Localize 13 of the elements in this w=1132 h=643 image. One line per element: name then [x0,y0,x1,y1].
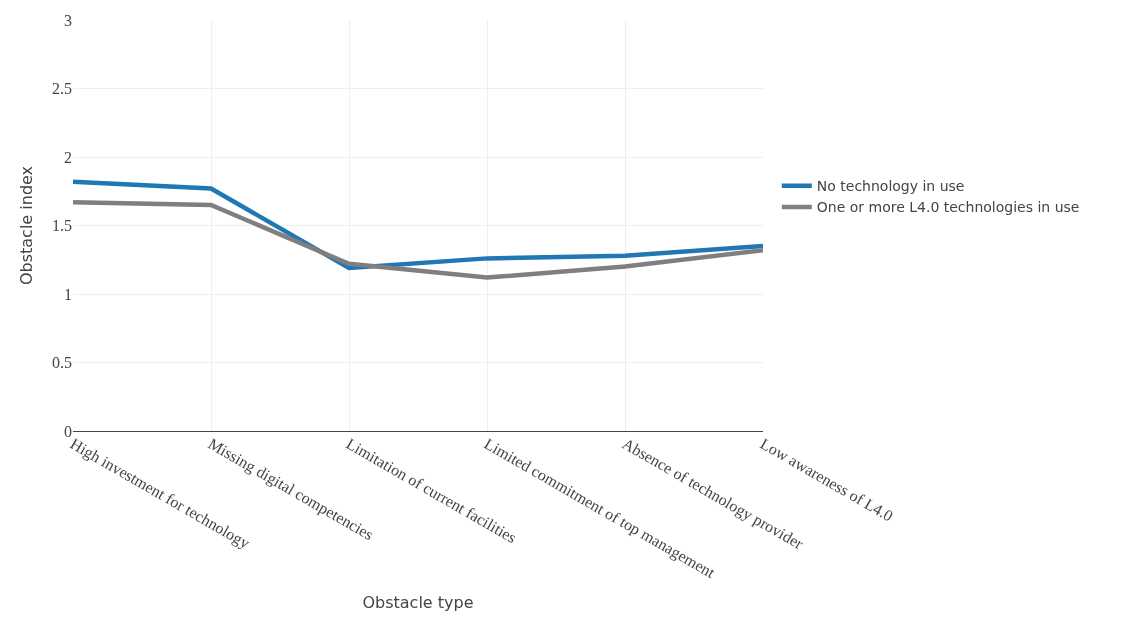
y-tick-label: 2 [64,148,72,166]
line-series [73,179,763,271]
legend-label: One or more L4.0 technologies in use [816,199,1080,216]
x-axis-title: Obstacle type [362,592,474,612]
y-tick-label: 1.5 [52,217,72,235]
line-series [73,199,763,280]
y-tick-label: 0 [64,422,72,440]
y-axis-title: Obstacle index [16,165,36,286]
y-tick-label: 3 [64,11,72,29]
y-tick-label: 0.5 [52,354,72,372]
legend-label: No technology in use [816,178,965,195]
y-tick-label: 1 [64,285,72,303]
y-tick-label: 2.5 [52,80,72,98]
